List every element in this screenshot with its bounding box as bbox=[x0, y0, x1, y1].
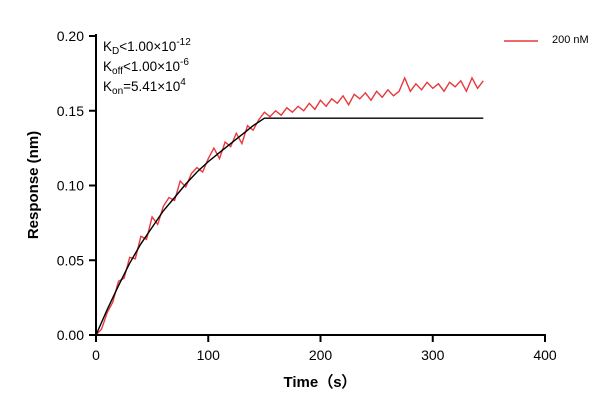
y-ticks: 0.00 0.05 0.10 0.15 0.20 bbox=[57, 28, 96, 343]
legend-label: 200 nM bbox=[552, 34, 589, 46]
annotation-sub: off bbox=[112, 66, 123, 77]
annotation-sup: 4 bbox=[180, 77, 186, 88]
fit-curve-line bbox=[95, 117, 484, 336]
x-tick-label: 400 bbox=[533, 347, 557, 363]
y-tick-label: 0.15 bbox=[57, 103, 84, 119]
x-tick-label: 200 bbox=[309, 347, 333, 363]
annotation-sub: D bbox=[112, 46, 120, 57]
kinetic-annotation: Koff<1.00×10-6 bbox=[103, 53, 189, 82]
annotation-sup: -12 bbox=[176, 37, 191, 48]
annotation-main: K bbox=[103, 79, 113, 94]
annotation-sub: on bbox=[112, 86, 124, 97]
annotation-rel: <1.00×10 bbox=[119, 39, 177, 54]
annotation-sup: -6 bbox=[180, 57, 189, 68]
x-tick-label: 300 bbox=[421, 347, 445, 363]
kinetic-annotation: Kon=5.41×104 bbox=[103, 73, 186, 102]
x-tick-label: 0 bbox=[92, 347, 100, 363]
y-tick-label: 0.00 bbox=[57, 327, 84, 343]
series-200nm-line bbox=[95, 76, 484, 336]
x-axis-title: Time（s） bbox=[283, 373, 356, 391]
y-tick-label: 0.10 bbox=[57, 178, 84, 194]
annotation-main: K bbox=[103, 39, 113, 54]
x-ticks: 0 100 200 300 400 bbox=[92, 335, 557, 363]
y-axis-title: Response (nm) bbox=[25, 131, 42, 239]
kinetic-annotation: KD<1.00×10-12 bbox=[103, 33, 191, 62]
plot-area bbox=[95, 76, 484, 336]
annotation-rel: <1.00×10 bbox=[122, 59, 181, 74]
annotation-rel: =5.41×10 bbox=[123, 79, 181, 94]
y-tick-label: 0.20 bbox=[57, 28, 84, 44]
y-tick-label: 0.05 bbox=[57, 252, 84, 268]
annotation-main: K bbox=[103, 59, 113, 74]
x-tick-label: 100 bbox=[197, 347, 221, 363]
